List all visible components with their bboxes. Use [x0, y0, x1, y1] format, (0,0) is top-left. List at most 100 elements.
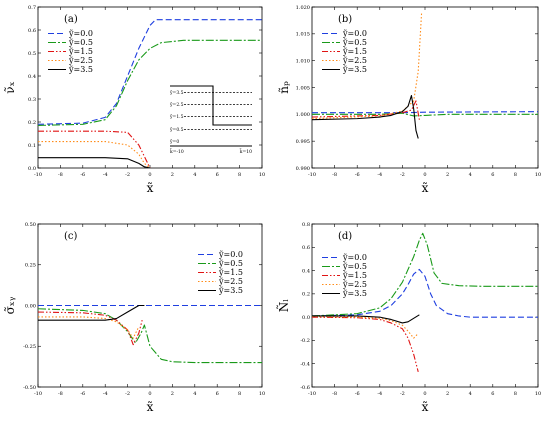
x-tick-label: -2 — [125, 391, 130, 397]
x-tick-label: -2 — [125, 172, 130, 178]
series-line-2 — [38, 39, 262, 126]
x-tick-label: 2 — [446, 391, 449, 397]
y-tick-label: 0.8 — [302, 222, 310, 228]
series-line-1 — [38, 19, 262, 125]
legend-entry: ỹ=0.5 — [218, 259, 243, 268]
x-tick-label: 8 — [514, 172, 517, 178]
x-tick-label: -8 — [332, 391, 337, 397]
series-line-2 — [312, 112, 538, 117]
x-tick-label: 10 — [259, 172, 265, 178]
y-tick-label: 1.005 — [296, 85, 310, 91]
plot-frame — [311, 223, 539, 388]
legend-entry: ỹ=0.0 — [68, 29, 93, 38]
x-axis-label: x̃ — [147, 181, 154, 195]
inset-level-label: ỹ=3.5 — [169, 89, 184, 96]
x-tick-label: 4 — [469, 172, 472, 178]
x-tick-label: 0 — [423, 172, 426, 178]
x-tick-label: 0 — [148, 391, 151, 397]
series-line-3 — [38, 130, 151, 168]
y-tick-label: 0.4 — [28, 74, 36, 80]
x-tick-label: 6 — [491, 172, 494, 178]
y-tick-label: 0.7 — [28, 5, 36, 11]
series-line-2 — [38, 308, 262, 364]
y-tick-label: 1.015 — [296, 32, 310, 38]
legend-entry: ỹ=0.0 — [342, 253, 367, 262]
y-tick-label: 0.50 — [25, 222, 36, 228]
inset-level-label: ỹ=2.5 — [169, 101, 184, 108]
legend-entry: ỹ=0.5 — [68, 38, 93, 47]
y-tick-label: -0.50 — [23, 385, 36, 391]
x-tick-label: 4 — [193, 172, 196, 178]
legend-entry: ỹ=0.0 — [218, 250, 243, 259]
panel-3: -10 -8 -6 -4 -2 0 2 4 6 8 10 -0.50 -0.25 0.00 0.25 0.50… — [3, 222, 265, 414]
y-tick-label: 0.0 — [28, 166, 36, 172]
panel-letter: (b) — [338, 14, 352, 25]
legend: ỹ=0.0ỹ=0.5ỹ=1.5ỹ=2.5ỹ=3.5 — [322, 29, 367, 74]
y-tick-label: -0.4 — [300, 362, 310, 368]
x-tick-label: 2 — [171, 172, 174, 178]
legend-entry: ỹ=1.5 — [342, 47, 367, 56]
inset-level-label: ỹ=0 — [169, 138, 179, 145]
legend: ỹ=0.0ỹ=0.5ỹ=1.5ỹ=2.5ỹ=3.5 — [322, 253, 367, 298]
panel-4: -10 -8 -6 -4 -2 0 2 4 6 8 10 -0.6 -0.4 -0.2 0.0 0.2 0.4 0… — [276, 222, 541, 414]
x-tick-label: 4 — [193, 391, 196, 397]
legend: ỹ=0.0ỹ=0.5ỹ=1.5ỹ=2.5ỹ=3.5 — [48, 29, 93, 74]
x-tick-label: 6 — [491, 391, 494, 397]
y-tick-label: -0.6 — [300, 385, 310, 391]
x-tick-label: 10 — [259, 391, 265, 397]
x-tick-label: 6 — [216, 391, 219, 397]
x-tick-label: 10 — [535, 391, 541, 397]
y-axis-label: ñₚ — [277, 81, 291, 94]
x-tick-label: -10 — [34, 172, 42, 178]
series-line-3 — [38, 311, 143, 346]
x-tick-label: -6 — [355, 391, 360, 397]
series-group — [38, 19, 262, 168]
y-tick-label: 1.020 — [296, 5, 310, 11]
y-tick-label: 0.1 — [28, 143, 36, 149]
x-axis-label: x̃ — [422, 400, 429, 414]
legend-entry: ỹ=3.5 — [218, 286, 243, 295]
legend-entry: ỹ=3.5 — [68, 65, 93, 74]
x-tick-label: 10 — [535, 172, 541, 178]
x-tick-label: -10 — [34, 391, 42, 397]
panel-letter: (d) — [338, 231, 352, 242]
y-tick-label: 0.2 — [302, 292, 310, 298]
series-line-5 — [38, 157, 151, 168]
x-tick-label: -8 — [58, 172, 63, 178]
panel-letter: (a) — [64, 14, 78, 25]
legend-entry: ỹ=2.5 — [218, 277, 243, 286]
x-tick-label: -4 — [103, 391, 108, 397]
legend-entry: ỹ=2.5 — [68, 56, 93, 65]
y-tick-label: 0.6 — [28, 28, 36, 34]
series-line-3 — [312, 100, 420, 120]
legend-entry: ỹ=2.5 — [342, 280, 367, 289]
x-tick-label: 0 — [423, 391, 426, 397]
legend-entry: ỹ=1.5 — [218, 268, 243, 277]
y-tick-label: 0.990 — [296, 166, 310, 172]
x-tick-label: 2 — [446, 172, 449, 178]
y-axis-label: Ñₗ — [276, 299, 291, 313]
legend-entry: ỹ=1.5 — [68, 47, 93, 56]
y-tick-label: 0.4 — [302, 268, 310, 274]
inset-right-label: k̃=10 — [240, 148, 253, 155]
series-line-5 — [38, 304, 145, 321]
x-tick-label: -8 — [58, 391, 63, 397]
x-axis-label: x̃ — [147, 400, 154, 414]
series-line-1 — [312, 268, 538, 318]
y-tick-label: 1.000 — [296, 112, 310, 118]
legend-entry: ỹ=0.0 — [342, 29, 367, 38]
panel-1: -10 -8 -6 -4 -2 0 2 4 6 8 10 0.0 0.1 0.2 0.3 0.4 0.5 0.6 0… — [3, 5, 265, 195]
inset-level-label: ỹ=1.5 — [169, 113, 184, 120]
y-tick-label: 0.00 — [25, 303, 36, 309]
y-tick-label: -0.25 — [23, 344, 36, 350]
y-tick-label: 0.5 — [28, 51, 36, 57]
x-tick-label: 2 — [171, 391, 174, 397]
legend-entry: ỹ=3.5 — [342, 65, 367, 74]
y-tick-label: 0.0 — [302, 315, 310, 321]
y-tick-label: -0.2 — [300, 338, 310, 344]
series-line-1 — [312, 111, 538, 114]
legend-entry: ỹ=0.5 — [342, 38, 367, 47]
x-tick-label: -4 — [377, 391, 382, 397]
series-line-3 — [312, 316, 419, 372]
legend: ỹ=0.0ỹ=0.5ỹ=1.5ỹ=2.5ỹ=3.5 — [198, 250, 243, 295]
